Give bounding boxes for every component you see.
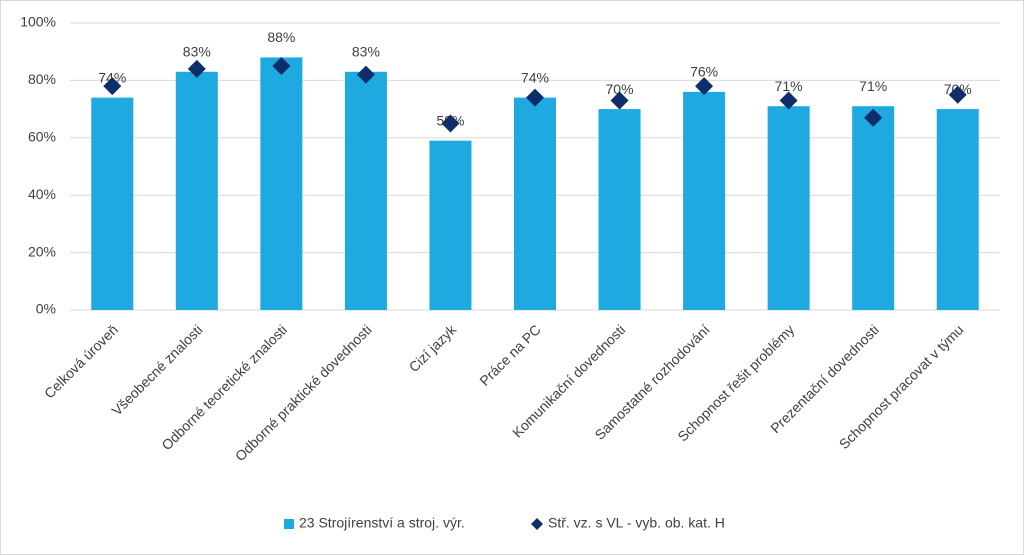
marker [779,91,798,110]
legend-label: 23 Strojírenství a stroj. výr. [299,515,465,531]
y-tick-label: 100% [20,14,56,30]
bar [91,97,134,311]
y-tick-label: 20% [28,243,56,259]
y-tick-label: 80% [28,71,56,87]
bar [514,97,556,311]
y-tick-label: 40% [28,186,56,202]
marker [441,114,460,133]
bar [175,71,218,310]
marker [610,91,629,110]
bar [429,140,472,310]
value-label: 76% [690,64,718,80]
marker [187,59,206,78]
marker [695,77,714,96]
value-label: 88% [267,29,295,45]
bar [260,57,303,310]
y-tick-label: 60% [28,129,56,145]
marker [864,108,883,127]
bar [683,91,726,310]
legend-swatch [531,518,543,530]
y-tick-label: 0% [36,301,56,317]
value-label: 74% [521,69,549,85]
marker [356,65,375,84]
value-label: 83% [183,43,211,59]
value-label: 83% [352,43,380,59]
marker [103,77,122,96]
bar [936,109,979,310]
value-label: 70% [606,81,634,97]
bar [852,106,895,310]
bar [344,71,387,310]
bar [598,109,641,310]
marker [526,88,544,107]
bar [767,106,810,310]
value-label: 71% [775,78,803,94]
marker [272,57,291,76]
value-label: 71% [859,78,887,94]
legend-swatch [284,519,294,529]
marker [948,85,967,104]
legend-label: Stř. vz. s VL - vyb. ob. kat. H [548,515,725,531]
